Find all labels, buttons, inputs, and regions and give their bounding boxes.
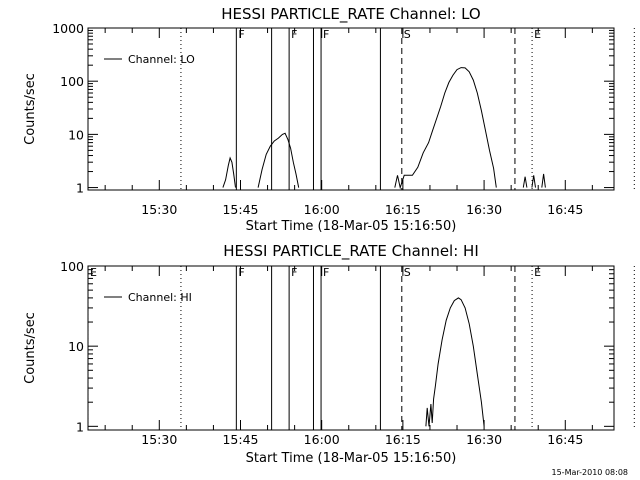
footer-timestamp: 15-Mar-2010 08:08 [552, 468, 629, 477]
series-line [394, 67, 497, 190]
x-tick-label: 16:00 [304, 432, 340, 447]
x-tick-label: 16:30 [466, 432, 502, 447]
series-line [425, 297, 485, 427]
marker-label: E [90, 266, 97, 279]
y-tick-label: 100 [60, 259, 84, 274]
y-tick-label: 1 [76, 181, 84, 196]
marker-label: S [404, 266, 411, 279]
chart-title: HESSI PARTICLE_RATE Channel: HI [223, 242, 479, 261]
series-line [541, 173, 546, 188]
series-line [257, 132, 300, 188]
x-tick-label: 16:30 [466, 202, 502, 217]
marker-label: F [323, 28, 329, 41]
legend-label: Channel: LO [128, 53, 195, 66]
marker-label: E [534, 266, 541, 279]
panel-lo: HESSI PARTICLE_RATE Channel: LO Counts/se… [23, 5, 635, 234]
x-tick-label: 15:45 [222, 202, 258, 217]
x-tick-label: 16:45 [547, 202, 583, 217]
x-axis-label: Start Time (18-Mar-05 15:16:50) [246, 219, 457, 234]
marker-label: F [291, 28, 297, 41]
marker-label: E [534, 28, 541, 41]
marker-label: F [238, 28, 244, 41]
y-tick-label: 10 [68, 127, 84, 142]
y-tick-label: 100 [60, 74, 84, 89]
marker-label: F [238, 266, 244, 279]
y-tick-label: 1 [76, 419, 84, 434]
legend-label: Channel: HI [128, 291, 192, 304]
x-tick-label: 16:15 [385, 432, 421, 447]
plot-frame [87, 265, 615, 431]
x-tick-label: 16:15 [385, 202, 421, 217]
marker-label: F [291, 266, 297, 279]
x-tick-label: 16:45 [547, 432, 583, 447]
chart-title: HESSI PARTICLE_RATE Channel: LO [221, 5, 480, 24]
x-tick-label: 15:45 [222, 432, 258, 447]
x-tick-label: 16:00 [304, 202, 340, 217]
marker-label: S [404, 28, 411, 41]
y-tick-label: 10 [68, 339, 84, 354]
series-line [531, 175, 536, 188]
x-tick-label: 15:30 [141, 432, 177, 447]
x-axis-label: Start Time (18-Mar-05 15:16:50) [246, 451, 457, 466]
marker-label: F [323, 266, 329, 279]
y-axis-label: Counts/sec [23, 73, 38, 145]
panel-hi: HESSI PARTICLE_RATE Channel: HI Counts/se… [23, 242, 635, 466]
y-axis-label: Counts/sec [23, 312, 38, 384]
x-tick-label: 15:30 [141, 202, 177, 217]
series-line [522, 176, 528, 188]
series-line [222, 156, 236, 188]
y-tick-label: 1000 [52, 21, 84, 36]
